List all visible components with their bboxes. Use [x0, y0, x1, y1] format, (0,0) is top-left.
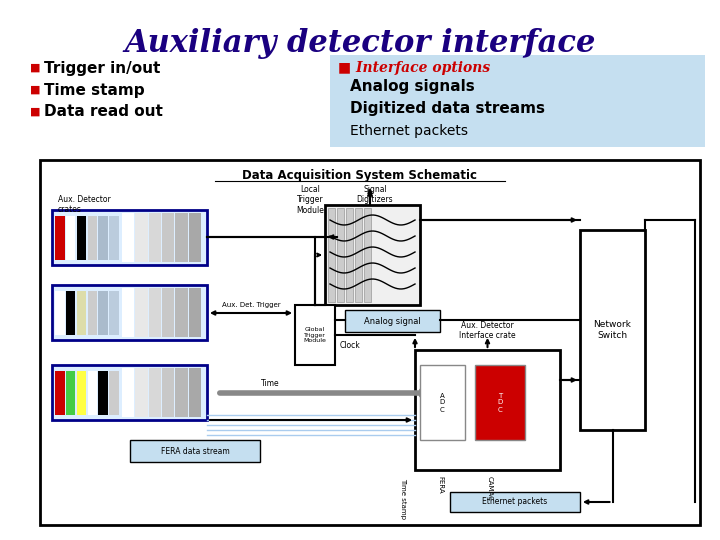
Bar: [176, 213, 188, 262]
Bar: [295, 305, 335, 365]
Bar: [130, 440, 260, 462]
Text: Analog signal: Analog signal: [364, 316, 421, 326]
Bar: [189, 288, 202, 338]
Bar: [77, 291, 86, 334]
Bar: [148, 288, 161, 338]
Bar: [162, 288, 174, 338]
Bar: [176, 288, 188, 338]
Bar: [52, 365, 207, 420]
Bar: [364, 208, 371, 302]
Bar: [122, 368, 134, 417]
Text: Auxiliary detector interface: Auxiliary detector interface: [125, 28, 595, 59]
Bar: [55, 215, 65, 260]
Text: CAMAC: CAMAC: [487, 476, 493, 501]
Bar: [77, 370, 86, 415]
Text: Ethernet packets: Ethernet packets: [350, 124, 468, 138]
Text: Aux. Det. Trigger: Aux. Det. Trigger: [222, 302, 280, 308]
Bar: [109, 215, 119, 260]
Bar: [52, 285, 207, 340]
Text: Aux. Detector
Interface crate: Aux. Detector Interface crate: [459, 321, 516, 340]
Bar: [55, 370, 65, 415]
Bar: [66, 215, 76, 260]
Bar: [135, 368, 148, 417]
Bar: [135, 213, 148, 262]
Bar: [135, 288, 148, 338]
Text: ■ Interface options: ■ Interface options: [338, 61, 490, 75]
Text: Clock: Clock: [340, 341, 361, 349]
Bar: [162, 368, 174, 417]
Bar: [122, 288, 134, 338]
Bar: [189, 213, 202, 262]
Bar: [55, 291, 65, 334]
Text: Local
Trigger
Module: Local Trigger Module: [296, 185, 324, 215]
Text: Aux. Detector
crates: Aux. Detector crates: [58, 195, 111, 214]
Bar: [189, 368, 202, 417]
Text: FERA data stream: FERA data stream: [161, 447, 230, 456]
Text: Data Acquisition System Schematic: Data Acquisition System Schematic: [243, 170, 477, 183]
Bar: [475, 365, 525, 440]
Bar: [148, 368, 161, 417]
Text: Signal
Digitizers: Signal Digitizers: [356, 185, 393, 205]
Bar: [330, 55, 705, 147]
Bar: [415, 350, 560, 470]
Bar: [88, 370, 97, 415]
Bar: [99, 215, 108, 260]
Bar: [148, 213, 161, 262]
Bar: [77, 215, 86, 260]
Text: Time: Time: [261, 379, 279, 388]
Text: Trigger in/out: Trigger in/out: [44, 60, 161, 76]
Text: ■: ■: [30, 63, 40, 73]
Bar: [176, 368, 188, 417]
Bar: [109, 291, 119, 334]
Text: Ethernet packets: Ethernet packets: [482, 497, 548, 507]
Text: Analog signals: Analog signals: [350, 79, 474, 94]
Text: Time stamp: Time stamp: [400, 477, 406, 518]
Bar: [40, 160, 700, 525]
Text: Global
Trigger
Module: Global Trigger Module: [304, 327, 326, 343]
Bar: [66, 291, 76, 334]
Bar: [355, 208, 362, 302]
Bar: [109, 370, 119, 415]
Bar: [99, 370, 108, 415]
Bar: [346, 208, 353, 302]
Bar: [345, 310, 440, 332]
Text: Data read out: Data read out: [44, 105, 163, 119]
Text: T
D
C: T D C: [498, 393, 503, 413]
Text: ■: ■: [30, 107, 40, 117]
Text: A
D
C: A D C: [440, 393, 445, 413]
Text: ■: ■: [30, 85, 40, 95]
Text: Network
Switch: Network Switch: [593, 320, 631, 340]
Bar: [66, 370, 76, 415]
Bar: [328, 208, 335, 302]
Bar: [450, 492, 580, 512]
Bar: [88, 215, 97, 260]
Bar: [162, 213, 174, 262]
Bar: [99, 291, 108, 334]
Bar: [580, 230, 645, 430]
Bar: [52, 210, 207, 265]
Bar: [88, 291, 97, 334]
Bar: [325, 205, 420, 305]
Text: Digitized data streams: Digitized data streams: [350, 102, 545, 117]
Bar: [337, 208, 344, 302]
Text: FERA: FERA: [437, 476, 443, 494]
Bar: [420, 365, 465, 440]
Bar: [122, 213, 134, 262]
Text: Time stamp: Time stamp: [44, 83, 145, 98]
